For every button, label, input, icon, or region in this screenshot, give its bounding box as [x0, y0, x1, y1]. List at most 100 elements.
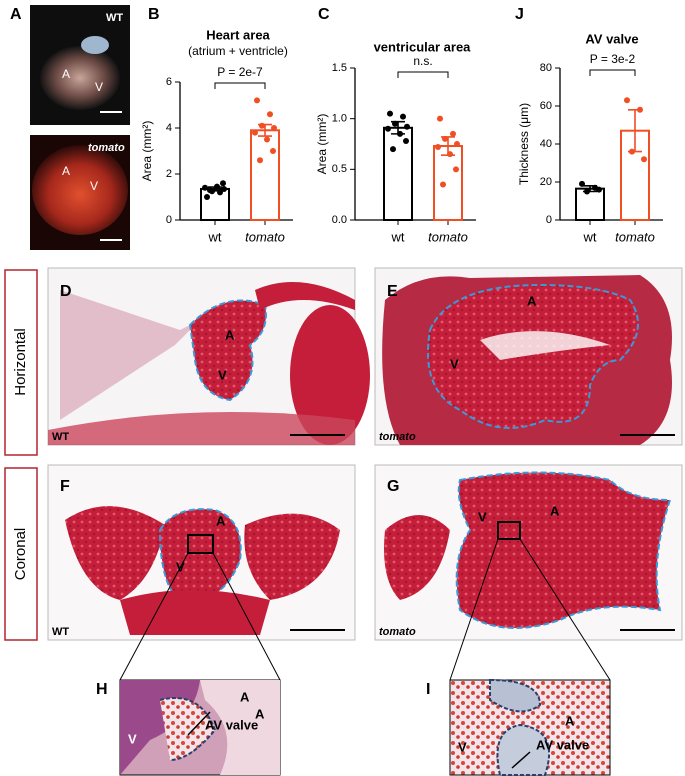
bar: [575, 187, 605, 221]
data-point: [454, 141, 460, 147]
image-label: V: [218, 367, 227, 382]
data-point: [202, 184, 208, 191]
image-label: WT: [52, 626, 69, 638]
data-point: [387, 110, 393, 117]
y-tick-label: 6: [166, 76, 172, 88]
image-label: A: [550, 503, 560, 518]
data-point: [270, 148, 276, 154]
y-tick-label: 0: [166, 214, 172, 226]
heart-tomato: [32, 145, 128, 235]
annotation: P = 2e-7: [217, 65, 263, 79]
data-point: [207, 187, 213, 194]
y-tick-label: 0.5: [332, 163, 347, 175]
data-point: [584, 188, 590, 195]
panel-letter: G: [387, 478, 399, 495]
image-i: [449, 678, 611, 776]
data-point: [220, 180, 226, 187]
y-tick-label: 0.0: [332, 214, 347, 226]
panel-letter: J: [515, 6, 524, 23]
image-e: [374, 267, 683, 446]
bar: [433, 145, 463, 222]
data-point: [437, 115, 443, 122]
chart-title: AV valve: [585, 31, 638, 46]
data-point: [392, 120, 398, 127]
x-tick-label: tomato: [615, 229, 655, 244]
valve-label: AV valve: [205, 717, 258, 732]
bar: [250, 129, 280, 221]
image-label: A: [225, 327, 235, 342]
image-label: V: [176, 559, 185, 574]
image-label: A: [240, 689, 250, 704]
data-point: [397, 130, 403, 137]
image-label: V: [458, 739, 467, 754]
data-point: [440, 181, 446, 188]
x-tick-label: tomato: [428, 229, 468, 244]
panel-letter: F: [60, 478, 70, 495]
image-label: V: [450, 356, 459, 371]
photo-label: V: [95, 80, 103, 94]
data-point: [404, 123, 410, 130]
data-point: [267, 111, 273, 118]
image-label: WT: [52, 431, 69, 443]
photo-label: A: [62, 67, 70, 81]
panel-letter: A: [10, 6, 22, 23]
y-tick-label: 4: [166, 122, 172, 134]
y-axis-label: Area (mm²): [140, 121, 154, 182]
panel-letter: C: [318, 6, 330, 23]
y-tick-label: 0: [546, 214, 552, 226]
data-point: [221, 185, 227, 192]
image-label: tomato: [379, 431, 416, 443]
panel-letter: D: [60, 283, 72, 300]
image-label: A: [216, 513, 226, 528]
row-label: Coronal: [12, 528, 29, 581]
data-point: [624, 97, 630, 104]
data-point: [252, 129, 258, 136]
x-tick-label: tomato: [245, 229, 285, 244]
x-tick-label: wt: [208, 229, 222, 244]
photo-label: WT: [106, 12, 123, 24]
significance-bracket: [214, 82, 266, 89]
significance-bracket: [589, 69, 636, 76]
image-d: [47, 267, 370, 446]
data-point: [257, 157, 263, 164]
photo-label: V: [90, 179, 98, 193]
image-label: V: [128, 731, 137, 746]
chart-title: ventricular area: [374, 39, 472, 54]
panel-letter: I: [426, 681, 430, 698]
data-point: [579, 180, 585, 187]
data-point: [629, 148, 635, 155]
vessel: [81, 36, 109, 54]
image-f: [47, 464, 356, 681]
row-label: Horizontal: [12, 328, 29, 396]
data-point: [435, 144, 441, 151]
y-tick-label: 80: [540, 62, 552, 74]
image-label: V: [478, 509, 487, 524]
y-tick-label: 40: [540, 138, 552, 150]
y-tick-label: 60: [540, 100, 552, 112]
image-label: A: [255, 706, 265, 721]
x-tick-label: wt: [391, 229, 405, 244]
data-point: [390, 146, 396, 153]
annotation: n.s.: [413, 54, 432, 68]
data-point: [254, 97, 260, 104]
image-g: [374, 464, 683, 681]
x-tick-label: wt: [583, 229, 597, 244]
significance-bracket: [397, 71, 449, 78]
chart-title: Heart area: [206, 27, 270, 42]
data-point: [385, 125, 391, 132]
y-axis-label: Area (mm²): [315, 114, 329, 175]
panel-letter: E: [387, 283, 398, 300]
y-tick-label: 1.5: [332, 62, 347, 74]
data-point: [403, 137, 409, 144]
y-tick-label: 1.0: [332, 113, 347, 125]
data-point: [400, 113, 406, 120]
annotation: P = 3e-2: [590, 52, 636, 66]
data-point: [596, 186, 602, 193]
data-point: [264, 136, 270, 143]
data-point: [453, 166, 459, 173]
y-tick-label: 20: [540, 176, 552, 188]
chart-subtitle: (atrium + ventricle): [188, 44, 288, 58]
image-h: [119, 679, 281, 776]
image-label: A: [527, 293, 537, 308]
